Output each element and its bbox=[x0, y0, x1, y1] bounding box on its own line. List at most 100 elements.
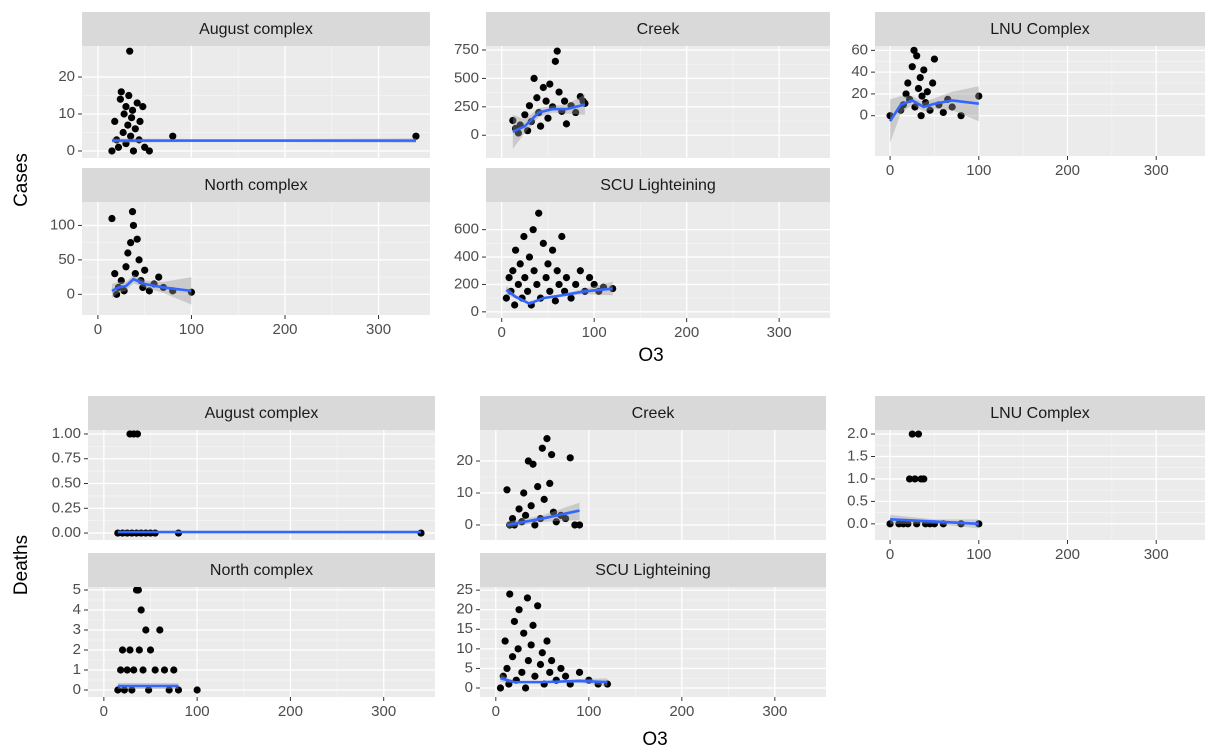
strip-background bbox=[480, 553, 826, 587]
point bbox=[530, 267, 538, 275]
point bbox=[524, 127, 532, 135]
y-tick-label: 0 bbox=[73, 681, 81, 698]
point bbox=[918, 92, 926, 100]
point bbox=[548, 246, 557, 254]
y-tick-label: 40 bbox=[851, 63, 868, 80]
x-tick-label: 200 bbox=[1055, 546, 1080, 563]
strip-background bbox=[486, 12, 830, 46]
y-tick-label: 200 bbox=[454, 275, 479, 292]
y-tick-label: 0 bbox=[471, 303, 479, 320]
x-tick-label: 200 bbox=[674, 324, 699, 341]
panel: SCU Lighteining 0 5 10 15 20 25 0 100 200 300 bbox=[456, 553, 826, 720]
point bbox=[496, 684, 505, 692]
point bbox=[503, 664, 511, 673]
x-tick-label: 100 bbox=[576, 703, 601, 720]
y-tick-label: 100 bbox=[50, 216, 75, 233]
point bbox=[511, 246, 520, 254]
point bbox=[609, 284, 617, 293]
point bbox=[521, 111, 529, 119]
point bbox=[111, 270, 119, 278]
x-tick-label: 0 bbox=[100, 703, 108, 720]
point bbox=[539, 83, 547, 92]
point bbox=[917, 112, 925, 120]
point bbox=[530, 74, 538, 83]
point bbox=[521, 684, 530, 692]
point bbox=[923, 88, 931, 96]
point bbox=[543, 637, 551, 645]
panel: August complex 0.00 0.25 0.50 0.75 1.00 bbox=[52, 396, 435, 541]
y-tick-label: 20 bbox=[456, 601, 473, 618]
y-tick-label: 500 bbox=[454, 69, 479, 86]
point bbox=[156, 626, 164, 634]
plot-area bbox=[114, 587, 201, 694]
point bbox=[562, 120, 571, 128]
y-tick-label: 20 bbox=[851, 85, 868, 102]
strip-label: North complex bbox=[210, 562, 313, 579]
x-tick-label: 300 bbox=[366, 321, 391, 338]
plot-area bbox=[496, 590, 612, 692]
point bbox=[572, 280, 580, 289]
y-tick-label: 250 bbox=[454, 98, 479, 115]
point bbox=[165, 686, 173, 694]
x-tick-label: 200 bbox=[669, 703, 694, 720]
point bbox=[128, 208, 137, 216]
strip-background bbox=[875, 12, 1205, 46]
smooth-line bbox=[512, 103, 586, 134]
point bbox=[120, 287, 128, 295]
point bbox=[116, 95, 124, 103]
point bbox=[540, 495, 548, 503]
point bbox=[534, 602, 542, 610]
y-tick-label: 0 bbox=[465, 516, 473, 533]
point bbox=[533, 280, 541, 289]
point bbox=[124, 121, 132, 129]
point bbox=[127, 132, 135, 140]
x-tick-label: 200 bbox=[278, 703, 303, 720]
x-tick-label: 300 bbox=[1144, 162, 1169, 179]
panel: August complex 0 10 20 bbox=[58, 12, 430, 159]
y-tick-label: 10 bbox=[58, 105, 75, 122]
panel-background bbox=[88, 587, 435, 697]
point bbox=[520, 489, 528, 497]
x-tick-label: 300 bbox=[767, 324, 792, 341]
plot-area bbox=[108, 208, 196, 305]
point bbox=[108, 147, 116, 155]
point bbox=[911, 103, 919, 111]
point bbox=[910, 46, 918, 54]
point bbox=[515, 505, 523, 513]
point bbox=[521, 273, 529, 282]
point bbox=[535, 209, 543, 217]
point bbox=[125, 91, 133, 100]
point bbox=[514, 280, 522, 289]
point bbox=[562, 273, 571, 282]
point bbox=[555, 88, 563, 96]
point bbox=[529, 226, 537, 234]
point bbox=[911, 475, 919, 483]
plot-area bbox=[886, 46, 983, 143]
point bbox=[930, 55, 939, 63]
point bbox=[929, 79, 937, 87]
y-tick-label: 5 bbox=[465, 659, 473, 676]
strip-background bbox=[88, 396, 435, 430]
y-tick-label: 25 bbox=[456, 581, 473, 598]
y-tick-label: 1.5 bbox=[847, 447, 868, 464]
point bbox=[124, 249, 132, 257]
strip-label: Creek bbox=[632, 405, 676, 422]
point bbox=[975, 92, 983, 100]
point bbox=[904, 79, 912, 87]
point bbox=[553, 267, 561, 275]
panel: North complex 0 50 100 0 100 200 300 bbox=[50, 168, 430, 338]
point bbox=[561, 287, 569, 295]
y-tick-label: 1.0 bbox=[847, 470, 868, 487]
point bbox=[509, 116, 517, 125]
point bbox=[902, 90, 910, 98]
y-tick-label: 20 bbox=[456, 452, 473, 469]
point bbox=[529, 460, 537, 468]
y-tick-label: 0 bbox=[471, 126, 479, 143]
point bbox=[508, 653, 517, 661]
point bbox=[536, 660, 545, 669]
point bbox=[566, 454, 574, 462]
point bbox=[531, 672, 539, 680]
point bbox=[128, 686, 136, 694]
point bbox=[501, 637, 509, 645]
